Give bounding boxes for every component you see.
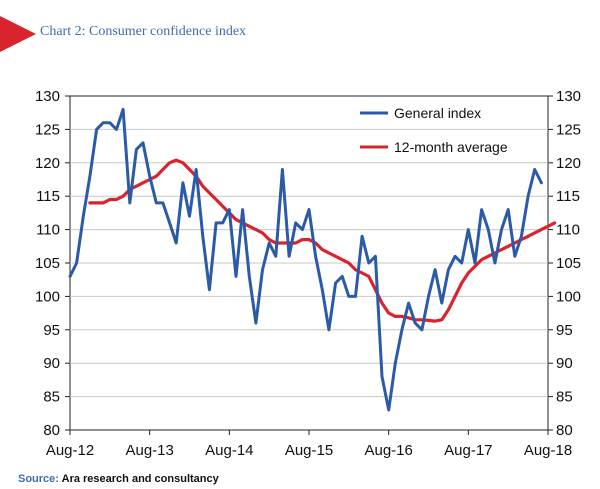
y-tick-label-left: 105 bbox=[35, 255, 60, 272]
source-label: Source: bbox=[18, 473, 59, 485]
legend-label-12-month-average: 12-month average bbox=[394, 139, 508, 155]
chart-title: Chart 2: Consumer confidence index bbox=[40, 24, 247, 39]
x-axis: Aug-12 Aug-13 Aug-14 Aug-15 Aug-16 Aug-17 Aug-… bbox=[46, 430, 572, 459]
y-tick-label-left: 100 bbox=[35, 288, 60, 305]
x-tick-label: Aug-18 bbox=[524, 442, 572, 459]
legend: General index 12-month average bbox=[360, 105, 508, 155]
y-tick-label-right: 80 bbox=[556, 422, 573, 439]
source-text: Ara research and consultancy bbox=[61, 473, 219, 485]
x-tick-label: Aug-12 bbox=[46, 442, 94, 459]
y-tick-label-right: 95 bbox=[556, 322, 573, 339]
y-tick-label-left: 115 bbox=[36, 188, 60, 205]
y-tick-label-left: 95 bbox=[43, 322, 60, 339]
y-tick-label-right: 100 bbox=[556, 288, 581, 305]
series-group bbox=[68, 107, 557, 412]
y-tick-label-right: 105 bbox=[556, 255, 581, 272]
y-tick-label-right: 120 bbox=[556, 155, 581, 172]
series-line-12-month-average bbox=[88, 158, 557, 323]
chart-header: Chart 2: Consumer confidence index bbox=[0, 16, 600, 52]
y-tick-label-left: 80 bbox=[43, 422, 60, 439]
source-note: Source: Ara research and consultancy bbox=[18, 473, 219, 485]
legend-label-general-index: General index bbox=[394, 105, 481, 121]
y-axis-right: 80 85 90 95 100 105 110 115 120 125 130 bbox=[548, 88, 581, 439]
y-tick-label-right: 85 bbox=[556, 389, 573, 406]
x-tick-label: Aug-16 bbox=[364, 442, 412, 459]
y-axis-left: 80 85 90 95 100 105 110 115 120 125 130 bbox=[35, 88, 70, 439]
y-tick-label-right: 115 bbox=[556, 188, 580, 205]
y-tick-label-right: 130 bbox=[556, 88, 581, 105]
series-line-general-index bbox=[68, 107, 543, 412]
x-tick-label: Aug-17 bbox=[444, 442, 492, 459]
x-tick-label: Aug-13 bbox=[125, 442, 173, 459]
y-tick-label-left: 125 bbox=[35, 121, 60, 138]
y-tick-label-right: 110 bbox=[556, 222, 580, 239]
y-tick-label-left: 85 bbox=[43, 389, 60, 406]
x-tick-label: Aug-15 bbox=[285, 442, 333, 459]
x-tick-label: Aug-14 bbox=[205, 442, 253, 459]
y-tick-label-right: 125 bbox=[556, 121, 581, 138]
y-tick-label-left: 120 bbox=[35, 155, 60, 172]
y-tick-label-left: 130 bbox=[35, 88, 60, 105]
y-tick-label-left: 90 bbox=[43, 355, 60, 372]
y-tick-label-left: 110 bbox=[36, 222, 60, 239]
red-flag-icon bbox=[0, 16, 36, 52]
y-tick-label-right: 90 bbox=[556, 355, 573, 372]
